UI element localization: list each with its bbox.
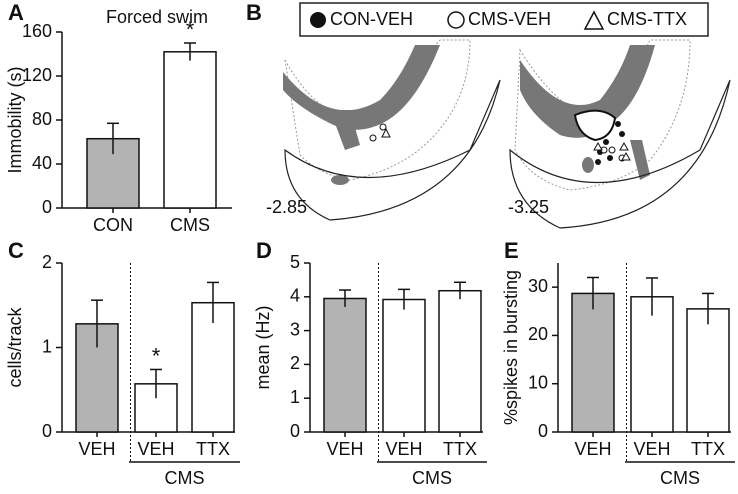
y-tick-label: 2 [290, 353, 300, 373]
y-tick-label: 80 [32, 109, 52, 129]
group-label: CMS [165, 468, 205, 488]
y-tick-label: 120 [22, 65, 52, 85]
section-label: -2.85 [266, 197, 307, 217]
y-tick-label: 0 [538, 421, 548, 441]
x-tick-label: VEH [326, 439, 363, 459]
bar [686, 308, 730, 433]
x-tick-label: VEH [574, 439, 611, 459]
site [595, 159, 601, 165]
white-matter [283, 45, 440, 130]
y-tick-label: 4 [290, 286, 300, 306]
site [619, 131, 625, 137]
y-tick-label: 0 [42, 421, 52, 441]
x-tick-label: TTX [691, 439, 725, 459]
site [607, 155, 613, 161]
y-tick-label: 3 [290, 319, 300, 339]
panel-label: A [8, 0, 24, 25]
y-tick-label: 10 [528, 372, 548, 392]
y-axis-label: Immobility (s) [5, 67, 25, 174]
y-tick-label: 160 [22, 21, 52, 41]
legend-label: CON-VEH [330, 9, 413, 29]
legend-box [299, 2, 709, 37]
panel-label: E [504, 238, 519, 263]
y-tick-label: 40 [32, 153, 52, 173]
x-tick-label: CON [93, 215, 133, 235]
panel-label: B [246, 0, 262, 25]
outline [509, 79, 731, 229]
outline [284, 39, 471, 181]
y-tick-label: 0 [290, 421, 300, 441]
bar [323, 297, 367, 433]
y-tick-label: 2 [42, 252, 52, 272]
x-tick-label: VEH [633, 439, 670, 459]
significance: * [152, 343, 161, 368]
site [379, 123, 387, 131]
y-tick-label: 1 [290, 387, 300, 407]
site [621, 151, 631, 161]
legend-marker [310, 12, 326, 28]
site [615, 121, 621, 127]
significance: * [186, 17, 195, 42]
outline [284, 79, 501, 221]
x-tick-label: VEH [78, 439, 115, 459]
white-matter [582, 157, 594, 173]
site [603, 139, 609, 145]
x-tick-label: CMS [170, 215, 210, 235]
white-matter [630, 140, 650, 180]
white-matter [331, 175, 349, 185]
ventricle [573, 109, 617, 142]
legend-label: CMS-TTX [607, 9, 687, 29]
legend-marker [583, 10, 605, 30]
bar [75, 323, 119, 433]
legend-label: CMS-VEH [468, 9, 551, 29]
y-axis-label: %spikes in bursting [501, 270, 521, 425]
y-tick-label: 1 [42, 336, 52, 356]
x-tick-label: TTX [196, 439, 230, 459]
x-tick-label: TTX [443, 439, 477, 459]
bar [438, 289, 482, 433]
y-tick-label: 0 [42, 197, 52, 217]
legend-marker [447, 11, 465, 29]
y-axis-label: cells/track [5, 306, 25, 387]
y-tick-label: 5 [290, 252, 300, 272]
panel-label: D [256, 238, 272, 263]
white-matter [330, 110, 360, 150]
site [593, 141, 603, 151]
bar [382, 298, 426, 433]
bar [163, 51, 217, 209]
section-label: -3.25 [508, 197, 549, 217]
panel-label: C [8, 238, 24, 263]
site [381, 127, 391, 138]
white-matter [520, 45, 655, 138]
x-tick-label: VEH [137, 439, 174, 459]
bar [630, 296, 674, 433]
site [608, 146, 616, 154]
y-axis-label: mean (Hz) [253, 305, 273, 389]
chart-title: Forced swim [106, 7, 208, 27]
group-label: CMS [412, 468, 452, 488]
y-tick-label: 20 [528, 324, 548, 344]
atlas-panel: B CON-VEH CMS-VEH CMS-TTX -2.85 [246, 0, 731, 229]
site [369, 134, 377, 142]
group-label: CMS [660, 468, 700, 488]
site [619, 141, 629, 151]
y-tick-label: 30 [528, 276, 548, 296]
x-tick-label: VEH [385, 439, 422, 459]
bar [571, 292, 615, 433]
